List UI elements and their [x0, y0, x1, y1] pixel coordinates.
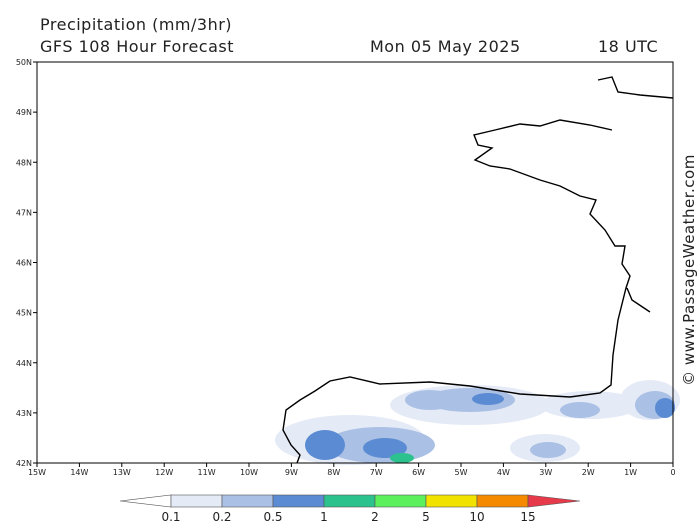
legend-swatch	[221, 494, 274, 508]
legend-label: 0.5	[263, 510, 282, 524]
coastline	[282, 76, 674, 464]
lon-label: 10W	[240, 468, 258, 477]
date-label: Mon 05 May 2025	[370, 37, 521, 56]
lon-label: 1W	[624, 468, 637, 477]
legend-swatch	[476, 494, 529, 508]
legend-label: 0.2	[212, 510, 231, 524]
lon-label: 4W	[497, 468, 510, 477]
lat-label: 43N	[16, 409, 32, 418]
lon-label: 11W	[198, 468, 216, 477]
legend-swatch	[272, 494, 325, 508]
lon-label: 14W	[70, 468, 88, 477]
legend-swatch	[170, 494, 223, 508]
legend-swatch	[374, 494, 427, 508]
lat-label: 44N	[16, 359, 32, 368]
lat-label: 45N	[16, 309, 32, 318]
legend-bar: 0.1 0.2 0.5 1 2 5 10 15	[119, 494, 581, 524]
model-label: GFS 108 Hour Forecast	[40, 37, 234, 56]
time-label: 18 UTC	[598, 37, 658, 56]
legend-label: 0.1	[161, 510, 180, 524]
legend-label: 10	[469, 510, 484, 524]
legend-arrow-right	[527, 494, 581, 508]
lon-label: 2W	[582, 468, 595, 477]
lat-label: 46N	[16, 259, 32, 268]
legend-label: 1	[320, 510, 328, 524]
lon-label: 3W	[539, 468, 552, 477]
legend-label: 2	[371, 510, 379, 524]
lon-label: 5W	[455, 468, 468, 477]
legend-label: 15	[520, 510, 535, 524]
lat-label: 48N	[16, 158, 32, 167]
lat-label: 50N	[16, 58, 32, 67]
lon-label: 12W	[155, 468, 173, 477]
lon-label: 7W	[370, 468, 383, 477]
watermark: © www.PassageWeather.com	[680, 154, 698, 386]
title: Precipitation (mm/3hr)	[40, 15, 232, 34]
lon-label: 15W	[28, 468, 46, 477]
precip-field	[275, 380, 680, 465]
legend-swatch	[323, 494, 376, 508]
lon-label: 0	[670, 468, 675, 477]
lat-label: 49N	[16, 108, 32, 117]
lat-label: 42N	[16, 459, 32, 468]
lon-label: 8W	[327, 468, 340, 477]
lon-label: 9W	[285, 468, 298, 477]
lat-label: 47N	[16, 208, 32, 217]
legend-arrow-left	[119, 494, 172, 508]
lon-label: 6W	[412, 468, 425, 477]
lon-label: 13W	[113, 468, 131, 477]
legend-swatch	[425, 494, 478, 508]
legend-label: 5	[422, 510, 430, 524]
